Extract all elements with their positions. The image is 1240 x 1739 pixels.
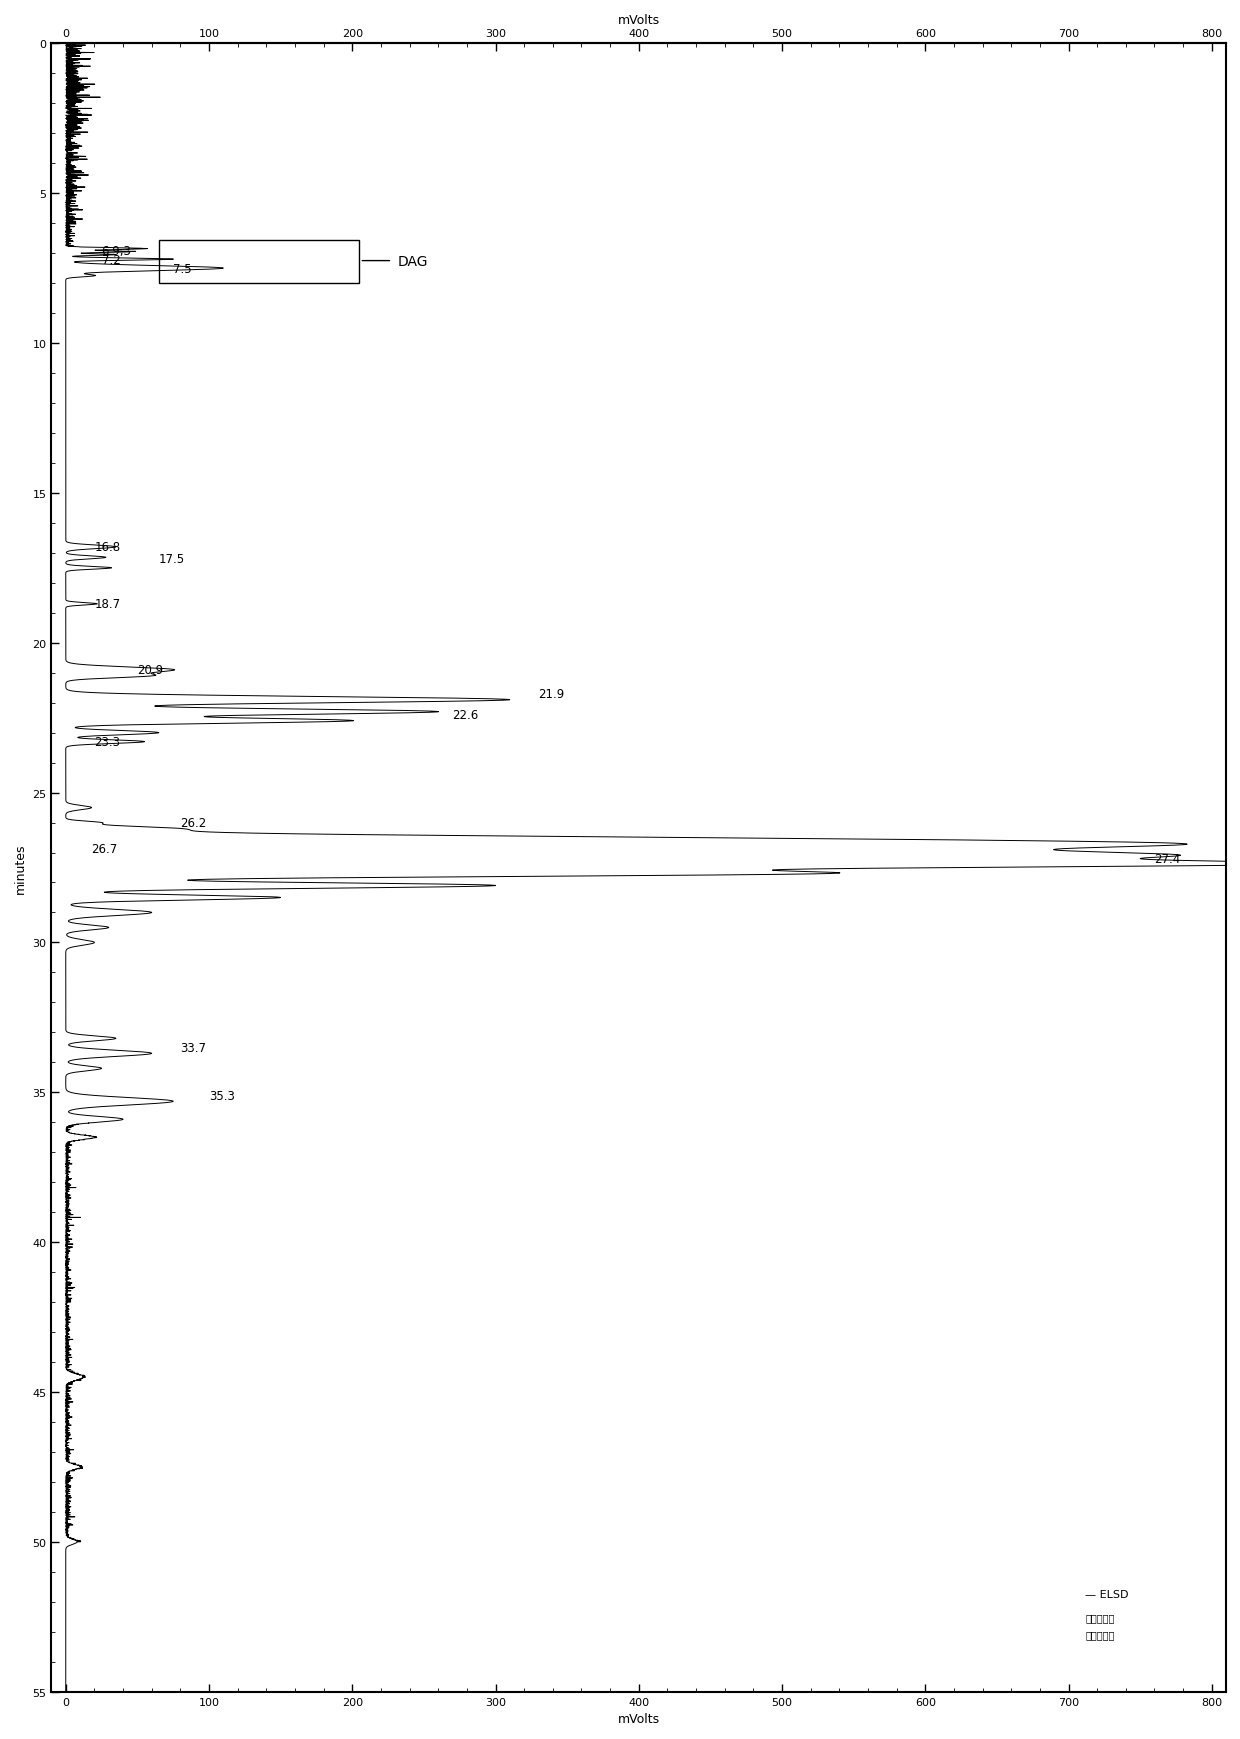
Text: 16.8: 16.8 (94, 541, 120, 555)
Text: 17.5: 17.5 (159, 553, 185, 565)
Text: 6.9,3: 6.9,3 (102, 245, 131, 257)
Text: 7.2: 7.2 (102, 254, 120, 266)
Text: 33.7: 33.7 (180, 1042, 206, 1054)
Text: 23.3: 23.3 (94, 736, 120, 750)
Text: 18.7: 18.7 (94, 598, 120, 610)
Text: 水洗条件下: 水洗条件下 (1085, 1612, 1115, 1622)
X-axis label: mVolts: mVolts (618, 14, 660, 26)
Text: 22.6: 22.6 (453, 710, 479, 722)
Text: 26.2: 26.2 (180, 817, 207, 830)
Text: 20.9: 20.9 (138, 664, 164, 676)
X-axis label: mVolts: mVolts (618, 1713, 660, 1725)
Bar (159, 240, 360, 283)
Text: 7.5: 7.5 (174, 263, 192, 275)
Text: — ELSD: — ELSD (1085, 1589, 1128, 1600)
Text: 27.4: 27.4 (1154, 852, 1180, 866)
Y-axis label: minutes: minutes (14, 843, 27, 894)
Text: 光散射测定: 光散射测定 (1085, 1629, 1115, 1640)
Text: 26.7: 26.7 (92, 842, 118, 856)
Text: 21.9: 21.9 (538, 687, 564, 701)
Text: DAG: DAG (398, 254, 429, 268)
Text: 35.3: 35.3 (210, 1089, 234, 1103)
